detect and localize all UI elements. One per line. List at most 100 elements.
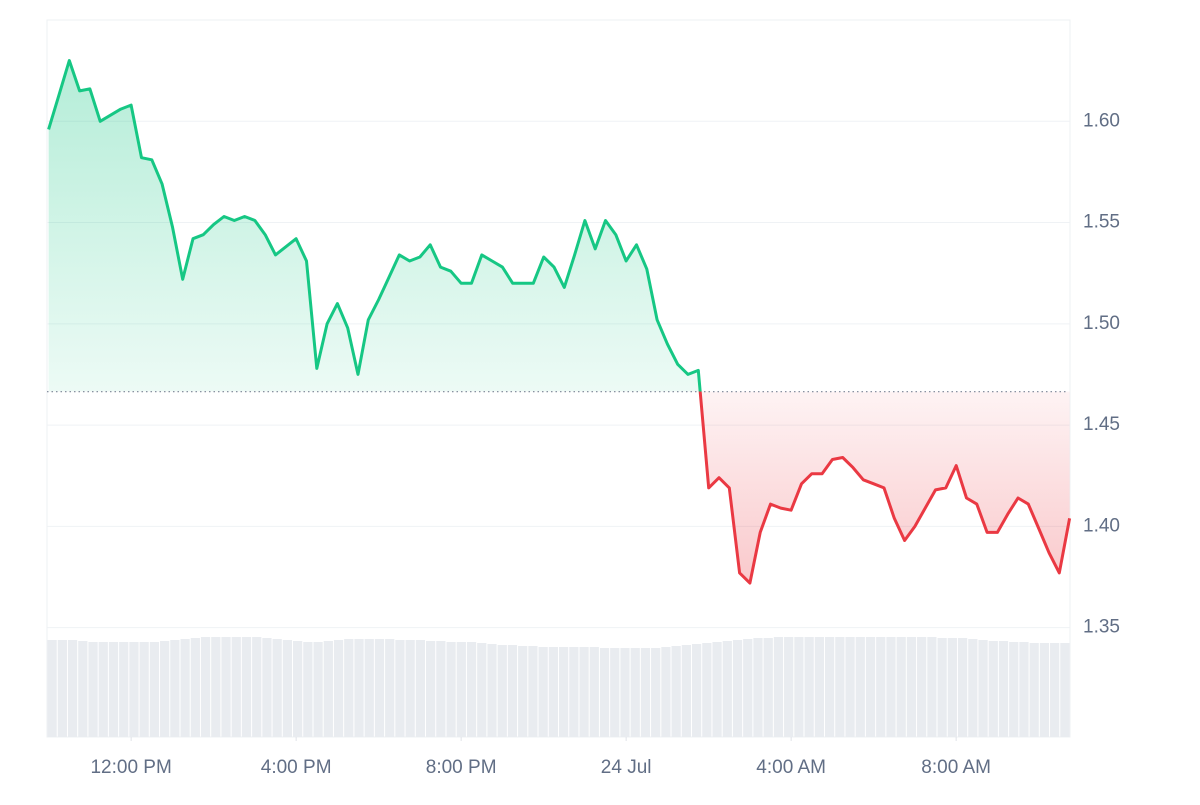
volume-bar <box>528 646 538 737</box>
volume-bar <box>1019 642 1029 737</box>
volume-bar <box>559 647 569 737</box>
volume-bar <box>630 648 640 737</box>
volume-bar <box>610 648 620 737</box>
volume-bar <box>518 646 528 737</box>
volume-bar <box>190 638 200 737</box>
volume-bar <box>784 637 794 737</box>
x-tick-label: 4:00 AM <box>756 757 826 778</box>
volume-bar <box>855 637 865 737</box>
volume-bar <box>98 642 108 737</box>
volume-bar <box>763 638 773 737</box>
volume-bar <box>47 640 57 737</box>
y-tick-label: 1.60 <box>1083 110 1120 131</box>
volume-bar <box>272 639 282 737</box>
volume-bar <box>507 645 518 737</box>
volume-bar <box>415 640 426 737</box>
volume-bar <box>569 647 579 737</box>
volume-bar <box>313 642 323 737</box>
volume-bar <box>702 643 712 737</box>
volume-bar <box>722 641 732 737</box>
volume-bar <box>487 644 497 737</box>
volume-bar <box>865 637 876 737</box>
volume-bar <box>906 637 917 737</box>
volume-bar <box>436 641 446 737</box>
volume-bar <box>998 641 1009 737</box>
volume-bar <box>579 647 589 737</box>
volume-bar <box>620 648 630 737</box>
volume-bar <box>303 642 313 737</box>
volume-bar <box>824 637 835 737</box>
volume-bar <box>364 639 374 737</box>
volume-bar <box>129 642 139 737</box>
volume-bar <box>446 642 456 737</box>
volume-bar <box>241 637 252 737</box>
volume-bar <box>1009 642 1019 737</box>
volume-bar <box>947 638 957 737</box>
volume-bar <box>957 638 968 737</box>
volume-bar <box>671 646 681 737</box>
volume-bar <box>845 637 855 737</box>
y-tick-label: 1.50 <box>1083 313 1120 334</box>
volume-bar <box>548 647 558 737</box>
volume-bar <box>917 637 927 737</box>
price-line <box>47 59 1072 585</box>
volume-bar <box>988 641 998 737</box>
volume-bar <box>231 637 241 737</box>
volume-bar <box>896 637 906 737</box>
x-tick-label: 12:00 PM <box>90 757 171 778</box>
x-tick-label: 4:00 PM <box>261 757 332 778</box>
volume-bar <box>497 645 507 737</box>
volume-bar <box>538 647 548 737</box>
y-tick-label: 1.45 <box>1083 414 1120 435</box>
volume-bar <box>426 641 436 737</box>
volume-bar <box>456 642 466 737</box>
volume-bar <box>78 641 88 737</box>
volume-bar <box>886 637 896 737</box>
volume-bar <box>395 640 405 737</box>
volume-bar <box>835 637 845 737</box>
volume-bar <box>108 642 119 737</box>
volume-bar <box>804 637 814 737</box>
volume-bar <box>978 640 988 737</box>
volume-bar <box>149 642 160 737</box>
volume-bar <box>385 639 395 737</box>
volume-bar <box>732 640 743 737</box>
volume-bar <box>293 641 303 737</box>
volume-bar <box>57 640 67 737</box>
volume-bar <box>282 640 293 737</box>
volume-bar <box>323 641 333 737</box>
volume-bar <box>661 647 671 737</box>
y-tick-label: 1.35 <box>1083 617 1120 638</box>
volume-bar <box>477 643 487 737</box>
volume-bar <box>466 642 477 737</box>
volume-bar <box>937 638 947 737</box>
volume-bar <box>211 637 221 737</box>
volume-bar <box>876 637 886 737</box>
y-tick-label: 1.40 <box>1083 515 1120 536</box>
volume-bar <box>814 637 824 737</box>
plot-frame <box>46 19 1071 738</box>
volume-bar <box>712 642 722 737</box>
volume-bar <box>968 639 978 737</box>
volume-bar <box>927 637 937 737</box>
x-tick-label: 24 Jul <box>601 757 652 778</box>
volume-bar <box>119 642 129 737</box>
x-tick-label: 8:00 PM <box>426 757 497 778</box>
volume-bar <box>681 645 691 737</box>
volume-bar <box>773 637 784 737</box>
volume-bar <box>589 647 599 737</box>
volume-bar <box>753 638 763 737</box>
volume-bar <box>374 639 385 737</box>
volume-bar <box>67 640 78 737</box>
volume-bar <box>1039 643 1050 737</box>
volume-bar <box>333 640 344 737</box>
volume-bar <box>170 640 180 737</box>
volume-bar <box>743 639 753 737</box>
volume-bar <box>640 648 651 737</box>
x-tick-label: 8:00 AM <box>921 757 991 778</box>
y-tick-label: 1.55 <box>1083 212 1120 233</box>
volume-bar <box>1029 643 1039 737</box>
volume-bar <box>794 637 804 737</box>
